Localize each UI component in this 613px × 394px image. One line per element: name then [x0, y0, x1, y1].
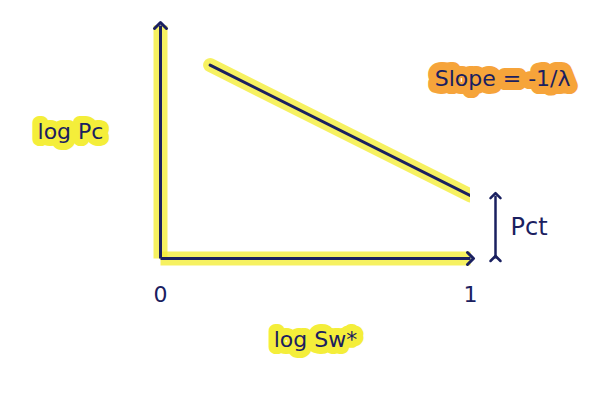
svg-text:0: 0	[154, 282, 168, 307]
svg-text:log Sw*: log Sw*	[274, 327, 358, 352]
svg-text:Slope = -1/λ: Slope = -1/λ	[435, 66, 571, 91]
svg-text:log Pc: log Pc	[38, 119, 104, 144]
svg-text:1: 1	[464, 282, 478, 307]
svg-text:Pct: Pct	[511, 213, 548, 241]
